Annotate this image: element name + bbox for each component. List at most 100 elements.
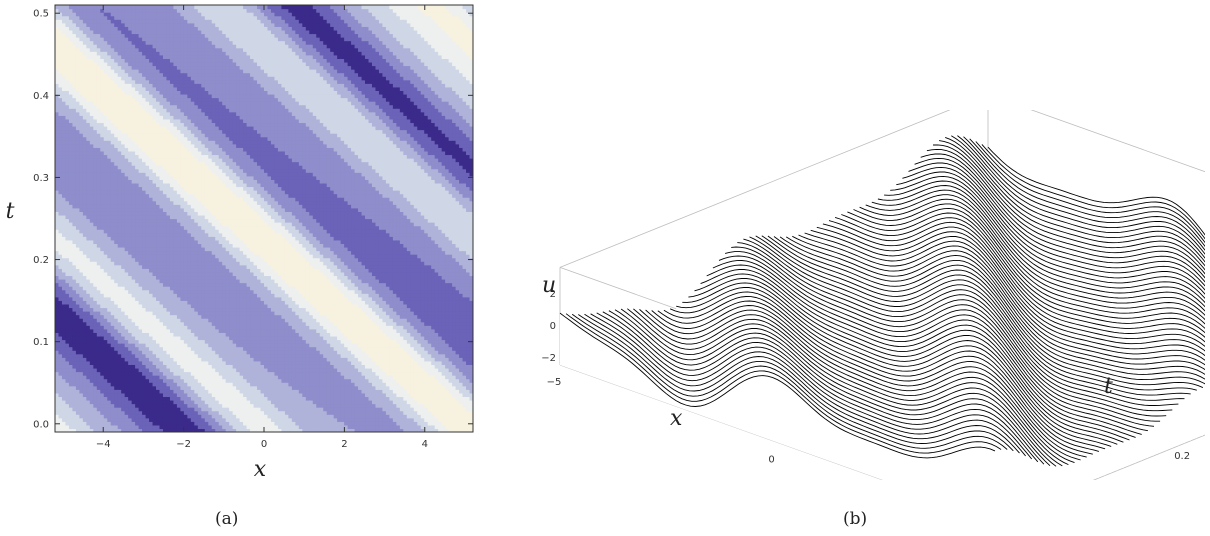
contour-cell [135,129,140,134]
contour-cell [173,307,178,312]
contour-cell [135,243,140,248]
contour-cell [135,118,140,124]
contour-cell [61,207,67,212]
contour-cell [110,421,115,426]
contour-cell [103,190,108,195]
contour-cell [128,339,133,344]
contour-cell [110,211,115,216]
contour-cell [169,122,175,127]
contour-cell [79,243,84,248]
contour-cell [103,318,108,323]
contour-cell [169,250,175,255]
contour-cell [128,392,133,398]
contour-cell [131,364,136,369]
contour-cell [124,51,129,56]
contour-cell [110,264,115,269]
contour-cell [79,385,84,390]
contour-cell [197,289,202,294]
contour-cell [187,239,192,245]
contour-cell [131,12,136,17]
contour-cell [180,218,185,223]
contour-cell [176,211,181,216]
contour-cell [156,204,161,209]
contour-cell [190,40,195,45]
contour-cell [68,332,74,337]
contour-cell [65,211,70,216]
contour-cell [93,232,98,237]
contour-cell [61,278,67,284]
contour-cell [187,44,192,49]
contour-cell [79,214,84,220]
contour-cell [173,133,178,138]
contour-cell [142,172,147,177]
contour-cell [156,236,161,241]
contour-cell [86,154,91,159]
contour-cell [121,97,126,102]
contour-cell [114,168,119,173]
contour-cell [117,414,122,419]
contour-cell [131,118,136,124]
contour-cell [149,392,154,398]
contour-cell [68,8,74,13]
contour-cell [166,261,171,266]
contour-cell [197,428,202,432]
contour-cell [121,371,126,376]
contour-cell [194,307,199,312]
contour-cell [65,303,70,309]
contour-cell [166,275,171,280]
contour-cell [180,357,185,362]
contour-cell [86,12,91,17]
contour-cell [96,214,101,220]
contour-cell [156,29,161,35]
contour-cell [145,421,150,426]
contour-cell [135,271,140,277]
contour-cell [89,104,94,109]
contour-cell [169,104,175,109]
contour-cell [58,293,63,298]
contour-cell [135,403,140,408]
contour-cell [58,375,63,380]
contour-cell [89,396,94,401]
contour-cell [103,26,108,31]
contour-cell [100,186,105,191]
contour-cell [89,122,94,127]
contour-cell [68,225,74,230]
contour-cell [180,332,185,337]
contour-cell [183,83,188,88]
contour-cell [68,364,74,369]
contour-cell [173,79,178,84]
contour-cell [159,264,164,269]
contour-cell [162,321,168,326]
contour-cell [82,364,87,369]
contour-cell [114,257,119,262]
contour-cell [55,353,60,358]
contour-cell [180,232,185,237]
contour-cell [55,204,60,209]
contour-cell [86,61,91,67]
contour-cell [110,318,115,323]
contour-cell [138,293,143,298]
contour-cell [103,104,108,109]
contour-cell [55,69,60,74]
contour-cell [190,421,195,426]
contour-cell [75,357,80,362]
contour-cell [180,133,185,138]
contour-cell [117,421,122,426]
contour-cell [166,289,171,294]
contour-cell [131,282,136,287]
contour-cell [162,428,168,432]
contour-cell [149,353,154,358]
contour-cell [176,225,181,230]
contour-cell [176,172,181,177]
contour-cell [138,58,143,63]
contour-cell [107,421,112,426]
contour-cell [131,111,136,116]
contour-cell [149,118,154,124]
contour-cell [173,296,178,301]
contour-cell [93,414,98,419]
contour-cell [68,161,74,166]
contour-cell [149,101,154,106]
contour-cell [114,122,119,127]
contour-cell [194,211,199,216]
contour-cell [187,5,192,10]
